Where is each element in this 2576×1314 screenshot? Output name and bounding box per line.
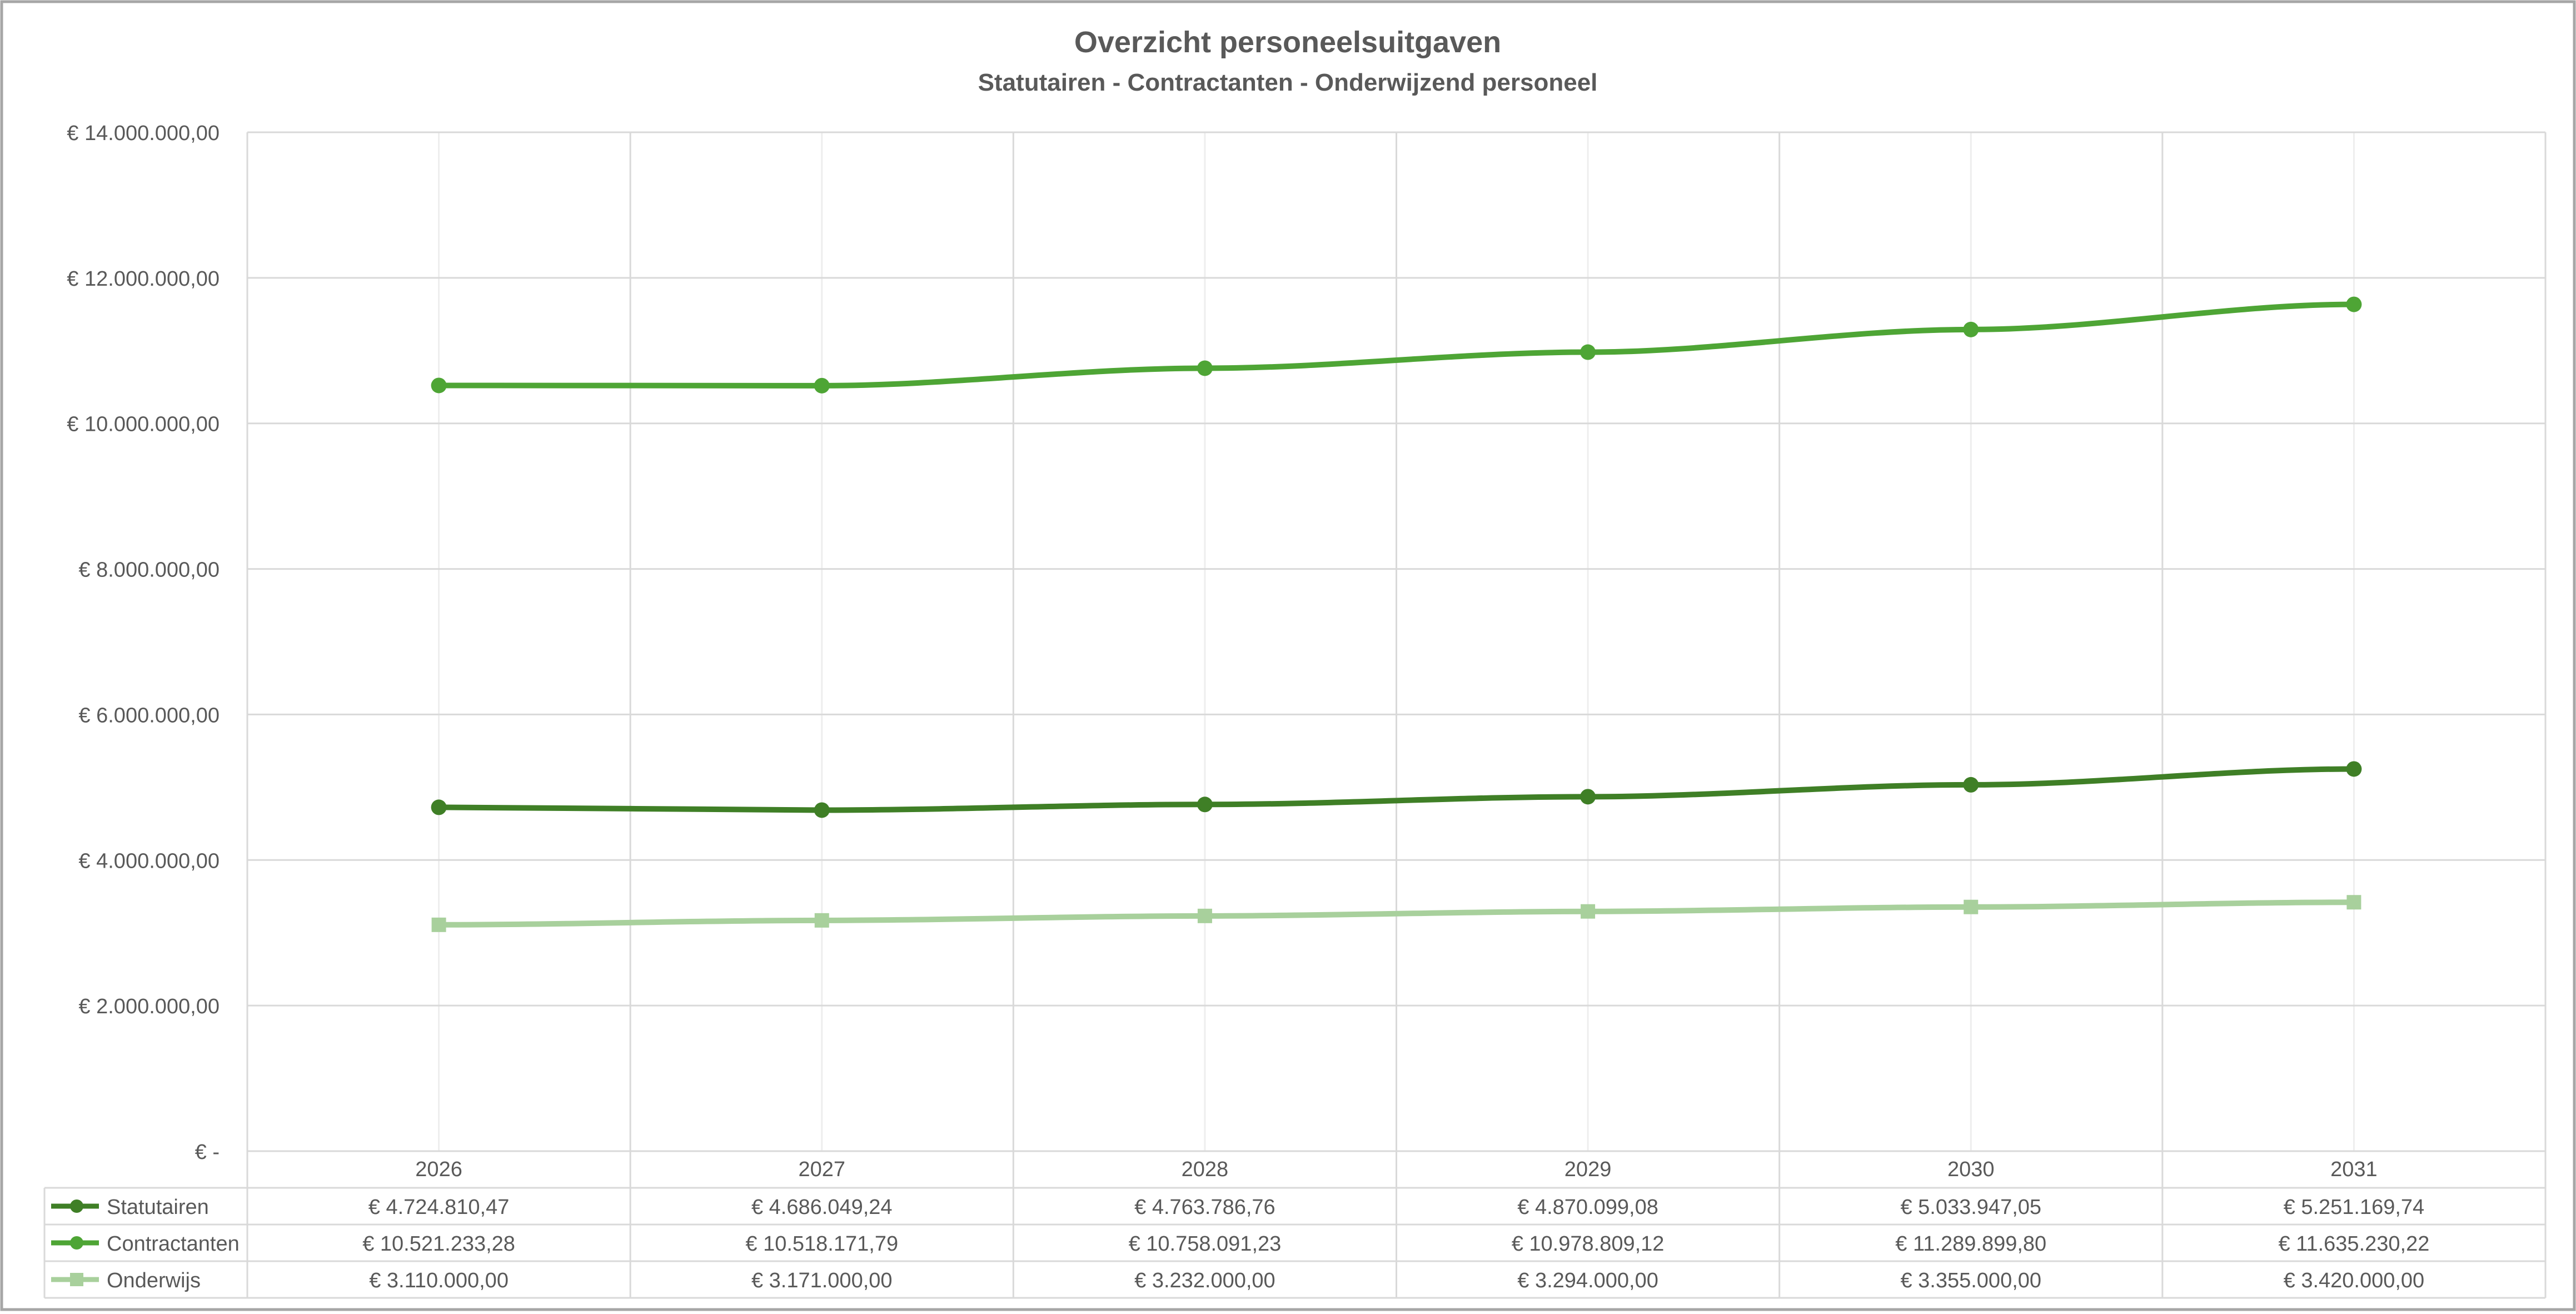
legend-key-marker bbox=[70, 1236, 83, 1250]
data-table-cell: € 4.763.786,76 bbox=[1134, 1196, 1275, 1219]
data-point-contractanten bbox=[814, 377, 830, 394]
data-point-contractanten bbox=[1580, 344, 1596, 360]
series-line-onderwijs bbox=[436, 899, 2357, 928]
data-table-cell: € 11.289.899,80 bbox=[1895, 1232, 2046, 1256]
data-table-cell: € 3.232.000,00 bbox=[1134, 1269, 1275, 1292]
data-table-cell: € 11.635.230,22 bbox=[2278, 1232, 2429, 1256]
x-tick-label: 2029 bbox=[1564, 1158, 1612, 1181]
data-table-cell: € 10.521.233,28 bbox=[362, 1232, 515, 1256]
data-table-cell: € 4.870.099,08 bbox=[1517, 1196, 1658, 1219]
x-tick-label: 2026 bbox=[415, 1158, 462, 1181]
data-table-cell: € 3.420.000,00 bbox=[2284, 1269, 2425, 1292]
data-table-cell: € 5.033.947,05 bbox=[1900, 1196, 2041, 1219]
data-point-onderwijs bbox=[1581, 904, 1596, 919]
data-point-statutairen bbox=[1197, 797, 1213, 813]
data-table-cell: € 3.355.000,00 bbox=[1900, 1269, 2041, 1292]
y-tick-label: € 4.000.000,00 bbox=[78, 849, 220, 873]
data-table-cell: € 3.110.000,00 bbox=[369, 1269, 509, 1292]
legend-entry-label: Onderwijs bbox=[107, 1269, 201, 1292]
data-point-contractanten bbox=[1963, 321, 1979, 337]
y-tick-label: € 10.000.000,00 bbox=[67, 413, 220, 436]
data-table-cell: € 10.978.809,12 bbox=[1512, 1232, 1665, 1256]
y-tick-label: € 2.000.000,00 bbox=[78, 995, 220, 1018]
y-tick-label: € - bbox=[195, 1141, 220, 1164]
y-tick-label: € 14.000.000,00 bbox=[67, 122, 220, 145]
data-point-statutairen bbox=[1580, 789, 1596, 805]
legend-key-marker bbox=[70, 1273, 83, 1286]
legend-entry-label: Statutairen bbox=[107, 1196, 209, 1219]
legend-key-marker bbox=[70, 1199, 83, 1213]
y-tick-label: € 8.000.000,00 bbox=[78, 559, 220, 582]
data-point-onderwijs bbox=[1197, 908, 1212, 923]
y-tick-label: € 12.000.000,00 bbox=[67, 267, 220, 291]
data-point-onderwijs bbox=[2346, 895, 2361, 910]
series-line-contractanten bbox=[436, 301, 2357, 389]
data-table-cell: € 10.518.171,79 bbox=[745, 1232, 898, 1256]
data-table-cell: € 5.251.169,74 bbox=[2284, 1196, 2425, 1219]
legend-entry-label: Contractanten bbox=[107, 1232, 240, 1256]
data-point-onderwijs bbox=[431, 917, 446, 932]
x-tick-label: 2028 bbox=[1182, 1158, 1229, 1181]
data-point-contractanten bbox=[2346, 296, 2362, 312]
x-tick-label: 2030 bbox=[1947, 1158, 1995, 1181]
chart-subtitle: Statutairen - Contractanten - Onderwijze… bbox=[978, 69, 1598, 96]
data-point-statutairen bbox=[814, 802, 830, 818]
y-tick-label: € 6.000.000,00 bbox=[78, 704, 220, 727]
x-tick-label: 2027 bbox=[798, 1158, 845, 1181]
chart-title: Overzicht personeelsuitgaven bbox=[1074, 26, 1501, 59]
data-table-cell: € 4.724.810,47 bbox=[368, 1196, 510, 1219]
data-table-cell: € 10.758.091,23 bbox=[1129, 1232, 1282, 1256]
data-point-contractanten bbox=[1197, 360, 1213, 376]
series-line-statutairen bbox=[436, 766, 2357, 813]
data-table-cell: € 3.294.000,00 bbox=[1517, 1269, 1658, 1292]
data-point-onderwijs bbox=[1964, 899, 1979, 914]
data-point-onderwijs bbox=[814, 913, 829, 928]
data-point-statutairen bbox=[1963, 777, 1979, 793]
data-table-cell: € 4.686.049,24 bbox=[751, 1196, 893, 1219]
x-tick-label: 2031 bbox=[2330, 1158, 2378, 1181]
data-point-statutairen bbox=[431, 799, 447, 815]
data-point-statutairen bbox=[2346, 761, 2362, 777]
data-point-contractanten bbox=[431, 377, 447, 394]
data-table-cell: € 3.171.000,00 bbox=[751, 1269, 893, 1292]
